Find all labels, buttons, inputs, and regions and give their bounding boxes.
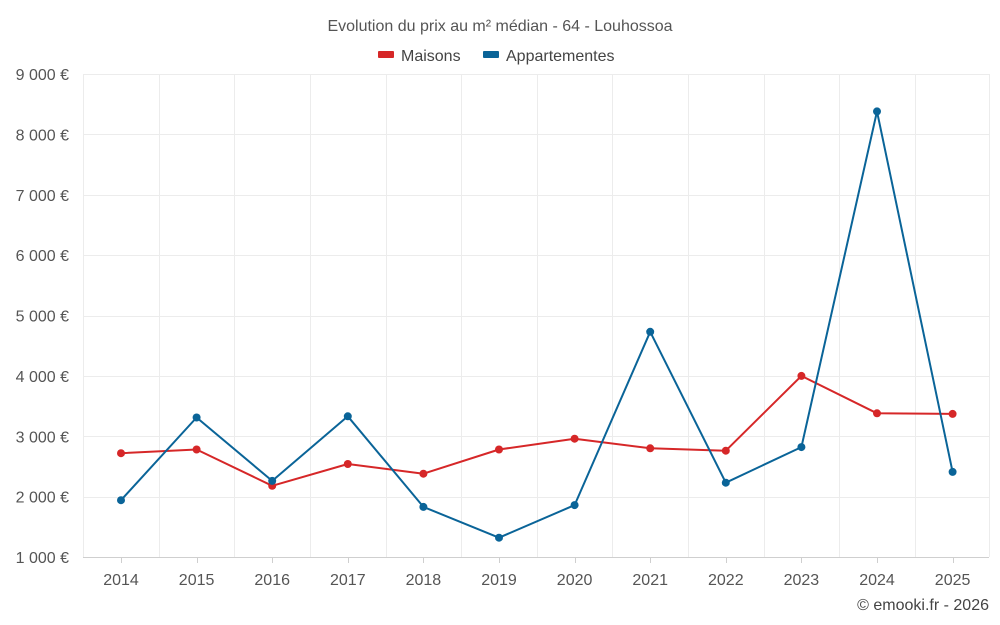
legend-item-maisons[interactable]: Maisons — [378, 48, 461, 65]
data-point-maisons[interactable] — [570, 434, 579, 443]
x-tick-label: 2023 — [784, 572, 820, 589]
data-point-appartements[interactable] — [343, 412, 352, 421]
series-line-maisons — [120, 374, 953, 487]
data-point-maisons[interactable] — [343, 460, 352, 468]
y-tick-label: 7 000 € — [16, 188, 69, 205]
x-tick-label: 2019 — [481, 572, 517, 589]
legend-swatch-maisons — [378, 51, 394, 58]
x-tick-label: 2015 — [179, 572, 215, 589]
plot-area: 1 000 € 2 000 € 3 000 € 4 000 € 5 000 € 6 000… — [16, 67, 990, 589]
data-point-appartements[interactable] — [570, 501, 579, 510]
data-point-maisons[interactable] — [797, 371, 806, 380]
y-axis-labels: 1 000 € 2 000 € 3 000 € 4 000 € 5 000 € 6 000… — [16, 67, 69, 567]
legend-swatch-appartements — [483, 51, 499, 58]
x-gridlines — [83, 74, 990, 557]
x-tick-label: 2020 — [557, 572, 593, 589]
chart-title: Evolution du prix au m² médian - 64 - Lo… — [327, 18, 672, 35]
y-tick-label: 9 000 € — [16, 67, 69, 84]
data-point-maisons[interactable] — [721, 446, 730, 455]
data-point-appartements[interactable] — [721, 478, 730, 487]
y-tick-label: 1 000 € — [16, 550, 69, 567]
series-lines — [120, 110, 954, 539]
credit-text: © emooki.fr - 2026 — [857, 597, 989, 614]
y-tick-label: 6 000 € — [16, 248, 69, 265]
data-point-maisons[interactable] — [646, 444, 655, 453]
y-gridlines — [83, 74, 989, 558]
data-point-appartements[interactable] — [117, 496, 125, 505]
y-tick-label: 8 000 € — [16, 127, 69, 144]
data-point-appartements[interactable] — [646, 327, 655, 336]
x-axis-labels: 2014 2015 2016 2017 2018 2019 2020 2021 2022 2023… — [103, 557, 970, 589]
y-tick-label: 2 000 € — [16, 490, 69, 507]
x-tick-label: 2021 — [632, 572, 668, 589]
legend-label-appartements: Appartementes — [506, 48, 615, 65]
data-point-appartements[interactable] — [419, 502, 428, 511]
x-tick-label: 2016 — [254, 572, 290, 589]
x-tick-label: 2017 — [330, 572, 366, 589]
data-point-appartements[interactable] — [268, 476, 277, 485]
data-point-maisons[interactable] — [419, 469, 428, 478]
legend: Maisons Appartementes — [378, 48, 615, 65]
data-point-appartements[interactable] — [873, 107, 881, 116]
data-point-maisons[interactable] — [873, 409, 881, 418]
data-point-maisons[interactable] — [117, 449, 125, 458]
data-point-appartements[interactable] — [797, 443, 806, 452]
legend-item-appartements[interactable]: Appartementes — [483, 48, 615, 65]
x-tick-label: 2024 — [859, 572, 895, 589]
data-point-maisons[interactable] — [495, 445, 503, 454]
data-point-appartements[interactable] — [948, 467, 957, 476]
y-tick-label: 4 000 € — [16, 369, 69, 386]
x-tick-label: 2014 — [103, 572, 139, 589]
data-point-appartements[interactable] — [495, 533, 503, 542]
legend-label-maisons: Maisons — [401, 48, 461, 65]
y-tick-label: 3 000 € — [16, 429, 69, 446]
data-point-appartements[interactable] — [192, 413, 201, 422]
data-point-maisons[interactable] — [192, 445, 201, 454]
y-tick-label: 5 000 € — [16, 309, 69, 326]
data-point-maisons[interactable] — [948, 409, 957, 418]
series-line-appartements — [120, 110, 954, 539]
x-tick-label: 2018 — [406, 572, 442, 589]
x-tick-label: 2025 — [935, 572, 971, 589]
series-points — [117, 107, 957, 542]
x-tick-label: 2022 — [708, 572, 744, 589]
